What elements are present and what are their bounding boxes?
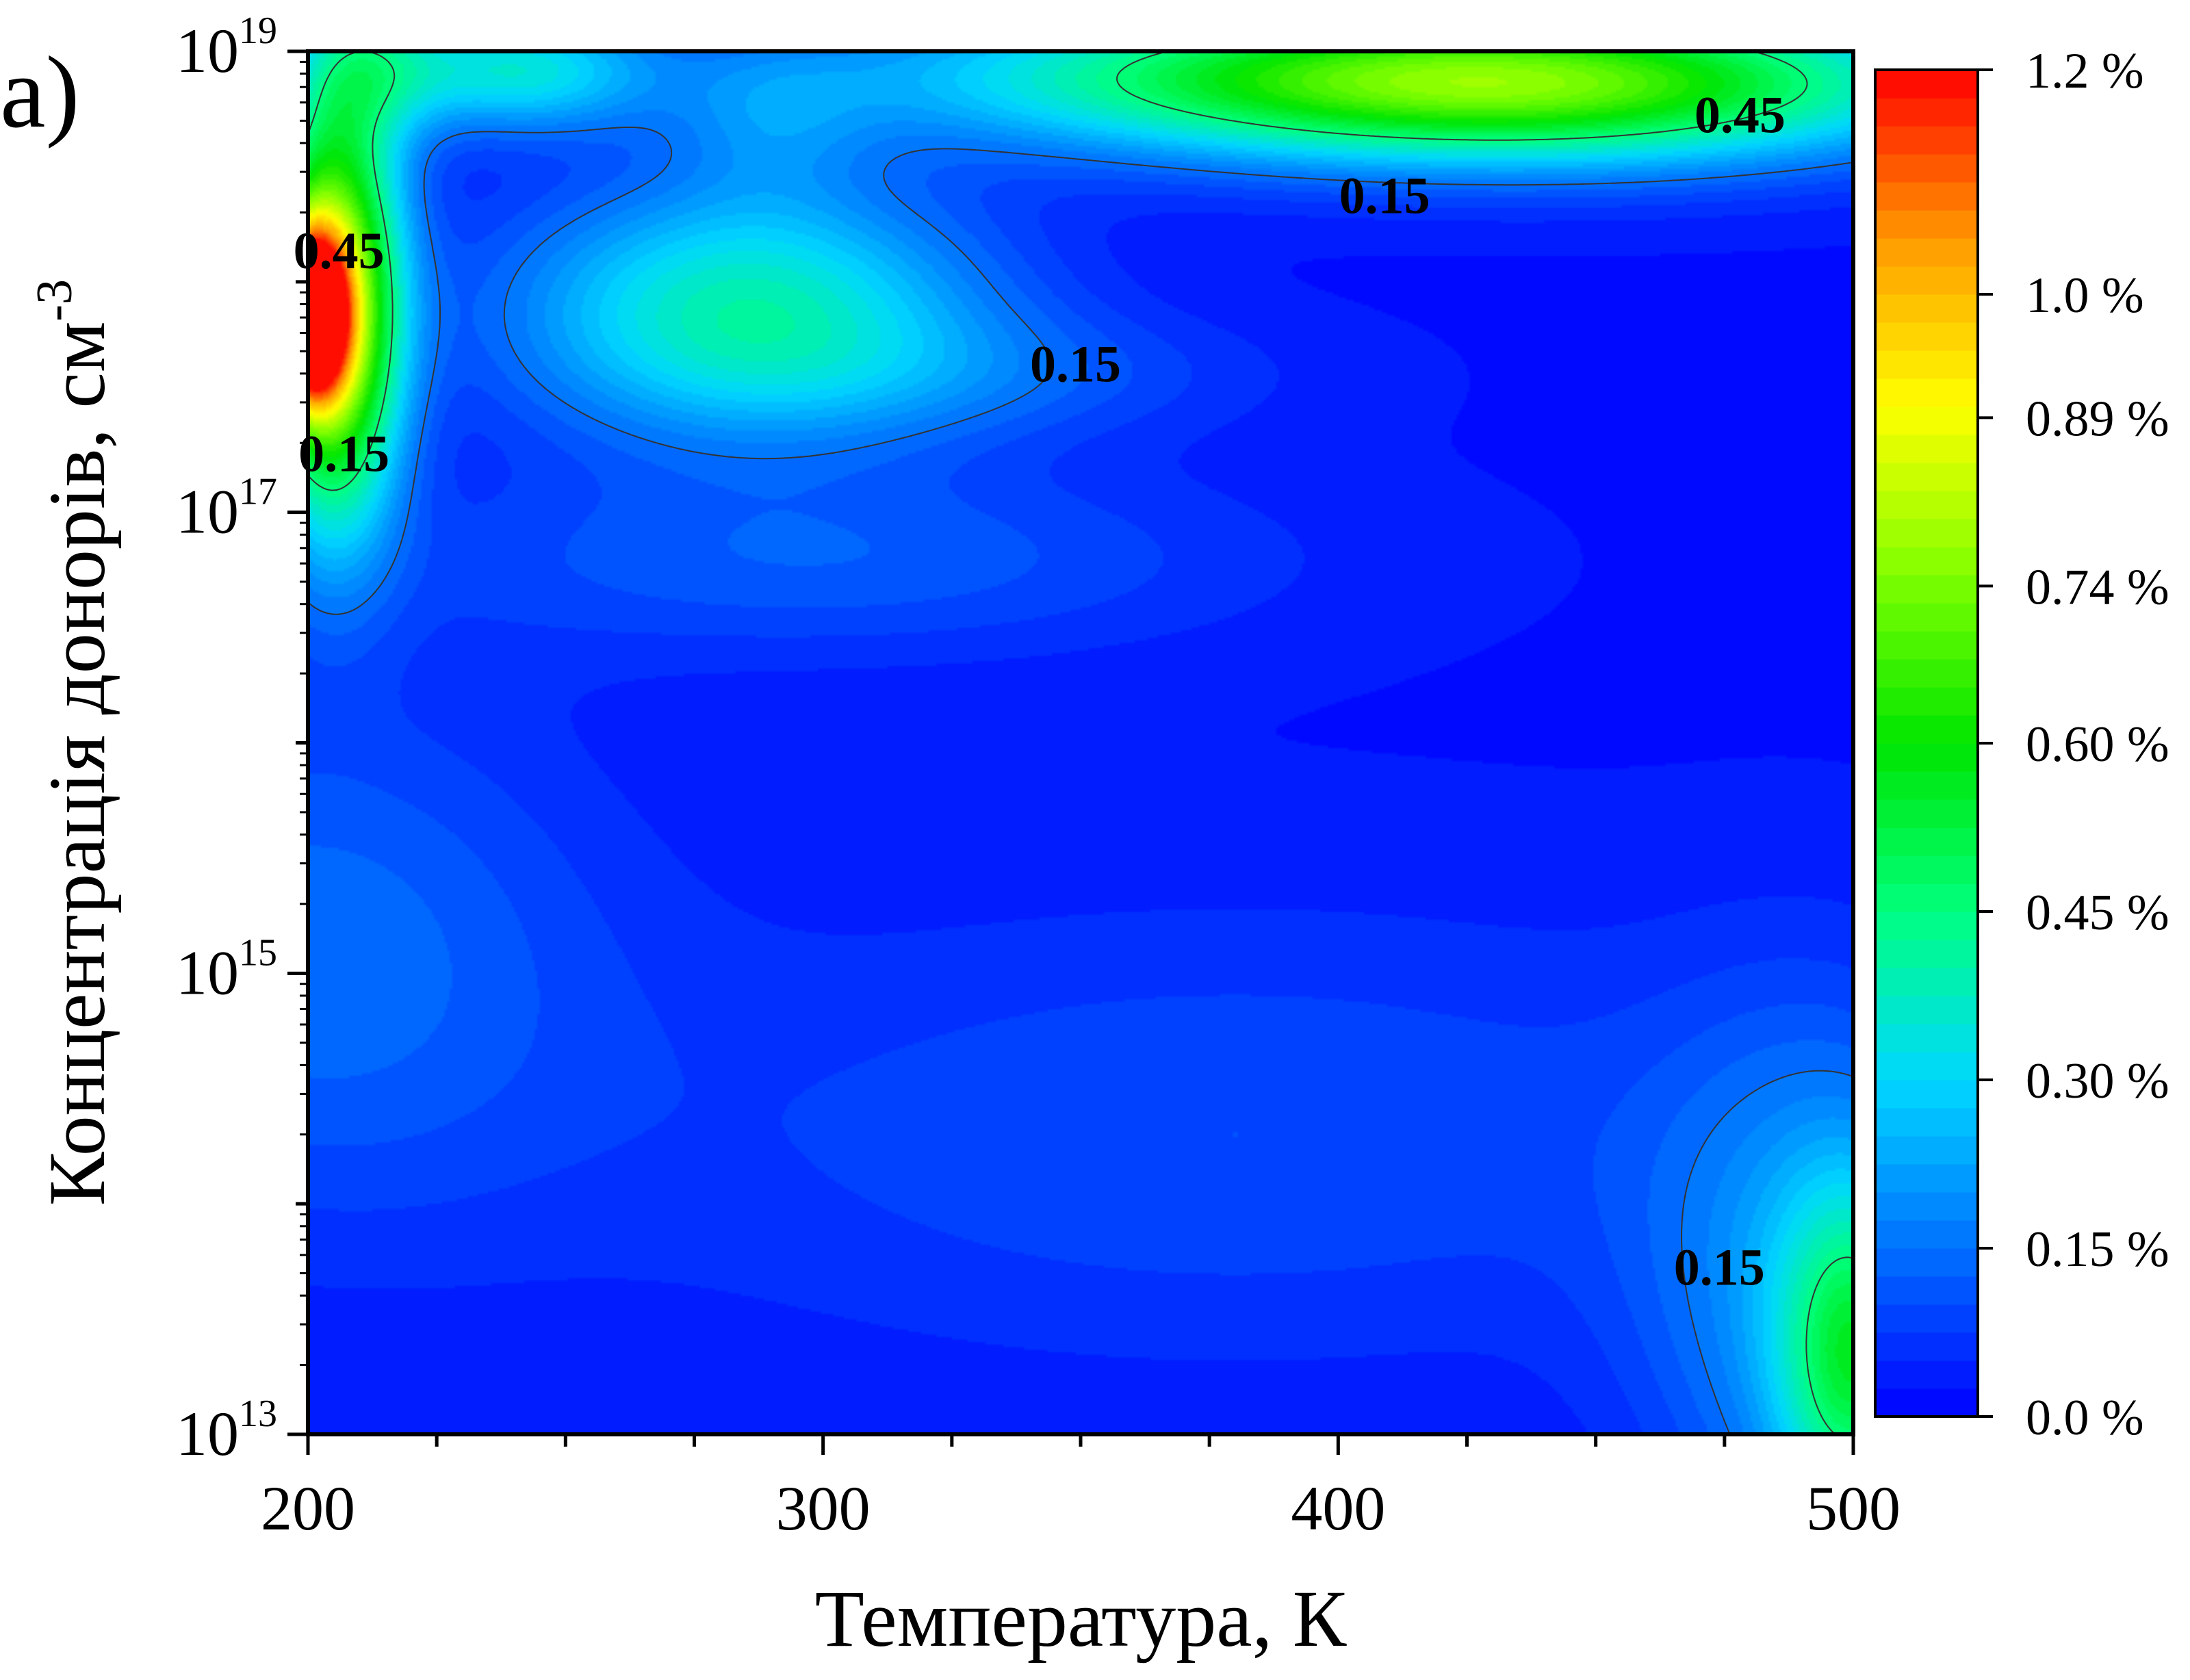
colorbar-segment — [1875, 1164, 1978, 1193]
contour-label-2: 0.15 — [1030, 335, 1121, 393]
colorbar-segment — [1875, 996, 1978, 1024]
colorbar-segment — [1875, 1108, 1978, 1137]
colorbar-segment — [1875, 743, 1978, 772]
colorbar-tick-label: 1.0 % — [2026, 268, 2144, 324]
colorbar-segments — [1875, 70, 1978, 1417]
colorbar-tick-label: 1.2 % — [2026, 43, 2144, 99]
colorbar-segment — [1875, 631, 1978, 660]
colorbar-segment — [1875, 855, 1978, 884]
colorbar-segment — [1875, 799, 1978, 828]
colorbar-segment — [1875, 491, 1978, 519]
colorbar-segment — [1875, 575, 1978, 604]
colorbar-segment — [1875, 154, 1978, 183]
colorbar-segment — [1875, 1360, 1978, 1389]
contour-label-0: 0.45 — [294, 222, 385, 280]
panel-label: а) — [0, 36, 80, 149]
colorbar: 0.0 % 0.15 % 0.30 % 0.45 % 0.60 % 0.74 % 0.89 … — [1874, 43, 2169, 1446]
colorbar-tick-label: 0.74 % — [2026, 559, 2169, 615]
y-axis-title-group: Концентрація донорів, см-3 — [27, 279, 122, 1206]
colorbar-segment — [1875, 687, 1978, 716]
y-tick-label: 1015 — [176, 931, 277, 1007]
colorbar-segment — [1875, 1248, 1978, 1277]
colorbar-tick-label: 0.0 % — [2026, 1390, 2144, 1446]
colorbar-segment — [1875, 1388, 1978, 1417]
colorbar-segment — [1875, 519, 1978, 547]
colorbar-segment — [1875, 715, 1978, 744]
contour-label-5: 0.15 — [1674, 1239, 1765, 1297]
x-axis-title: Температура, К — [815, 1574, 1348, 1664]
colorbar-ticks: 0.0 % 0.15 % 0.30 % 0.45 % 0.60 % 0.74 % 0.89 … — [1978, 43, 2169, 1446]
y-axis-title-superscript: -3 — [27, 279, 83, 322]
colorbar-segment — [1875, 1136, 1978, 1165]
colorbar-segment — [1875, 378, 1978, 407]
colorbar-segment — [1875, 210, 1978, 239]
colorbar-tick-label: 0.45 % — [2026, 885, 2169, 941]
y-axis-title-text: Концентрація донорів, см — [32, 322, 122, 1206]
colorbar-segment — [1875, 406, 1978, 435]
x-tick-label: 200 — [261, 1473, 355, 1543]
contour-line-0 — [309, 127, 1853, 1434]
colorbar-tick-label: 0.89 % — [2026, 391, 2169, 447]
colorbar-segment — [1875, 968, 1978, 996]
x-axis-ticks: 200 300 400 500 — [261, 1434, 1901, 1543]
y-axis-title: Концентрація донорів, см-3 — [27, 279, 122, 1206]
colorbar-tick-label: 0.60 % — [2026, 716, 2169, 773]
contour-label-1: 0.15 — [298, 426, 389, 483]
colorbar-segment — [1875, 771, 1978, 800]
colorbar-segment — [1875, 912, 1978, 940]
colorbar-segment — [1875, 1332, 1978, 1361]
contour-labels: 0.45 0.15 0.15 0.15 0.45 0.15 — [294, 86, 1786, 1296]
colorbar-segment — [1875, 463, 1978, 491]
colorbar-segment — [1875, 1304, 1978, 1333]
contour-label-4: 0.45 — [1695, 86, 1786, 144]
x-tick-label: 500 — [1806, 1473, 1901, 1543]
contour-line-1 — [308, 51, 1853, 1434]
colorbar-segment — [1875, 827, 1978, 856]
heatmap-image — [308, 51, 1853, 1434]
contour-label-3: 0.15 — [1339, 167, 1430, 224]
y-tick-label: 1017 — [176, 471, 277, 547]
colorbar-segment — [1875, 182, 1978, 211]
colorbar-segment — [1875, 435, 1978, 463]
colorbar-segment — [1875, 1220, 1978, 1249]
x-tick-label: 300 — [776, 1473, 871, 1543]
colorbar-segment — [1875, 547, 1978, 576]
x-tick-label: 400 — [1291, 1473, 1385, 1543]
y-tick-label: 1019 — [176, 10, 277, 86]
y-axis-ticks: 1013 1015 1017 1019 — [176, 10, 308, 1469]
colorbar-segment — [1875, 659, 1978, 688]
colorbar-segment — [1875, 238, 1978, 267]
colorbar-segment — [1875, 940, 1978, 968]
colorbar-segment — [1875, 350, 1978, 379]
colorbar-tick-label: 0.30 % — [2026, 1053, 2169, 1109]
colorbar-segment — [1875, 98, 1978, 127]
colorbar-segment — [1875, 294, 1978, 323]
colorbar-segment — [1875, 266, 1978, 295]
colorbar-segment — [1875, 322, 1978, 351]
colorbar-segment — [1875, 126, 1978, 155]
contour-lines — [308, 51, 1853, 1434]
colorbar-tick-label: 0.15 % — [2026, 1222, 2169, 1278]
colorbar-segment — [1875, 603, 1978, 632]
colorbar-segment — [1875, 883, 1978, 912]
colorbar-segment — [1875, 1080, 1978, 1109]
colorbar-segment — [1875, 1276, 1978, 1305]
colorbar-segment — [1875, 1192, 1978, 1221]
colorbar-segment — [1875, 70, 1978, 99]
y-tick-label: 1013 — [176, 1393, 277, 1469]
colorbar-segment — [1875, 1024, 1978, 1052]
colorbar-segment — [1875, 1052, 1978, 1081]
